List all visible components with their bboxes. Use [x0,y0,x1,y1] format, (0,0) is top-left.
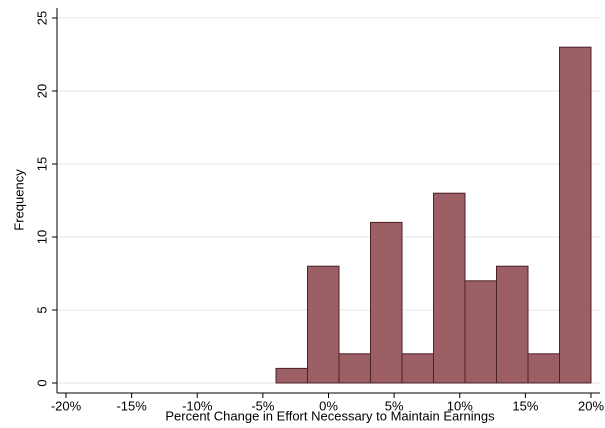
x-axis-label: Percent Change in Effort Necessary to Ma… [165,408,495,423]
y-tick-label: 0 [34,379,49,386]
y-tick-label: 15 [34,157,49,171]
bar [307,265,340,384]
y-tick-label: 25 [34,11,49,25]
y-axis-label: Frequency [11,169,26,231]
y-tick-label: 10 [34,230,49,244]
bar [401,353,434,384]
y-tick-label: 20 [34,84,49,98]
x-tick-label: -20% [51,398,82,413]
y-tick-label: 5 [34,306,49,313]
x-tick-label: 5% [385,398,404,413]
x-tick-label: -5% [251,398,275,413]
bar [496,265,529,384]
bar [559,46,592,384]
bar [275,367,308,384]
x-tick-label: -15% [116,398,147,413]
x-tick-label: -10% [182,398,213,413]
bar [370,221,403,384]
x-tick-label: 10% [447,398,473,413]
bar [464,280,497,384]
bar [527,353,560,384]
x-tick-label: 20% [578,398,604,413]
x-tick-label: 15% [512,398,538,413]
x-tick-label: 0% [319,398,338,413]
bar [433,192,466,384]
bar [338,353,371,384]
